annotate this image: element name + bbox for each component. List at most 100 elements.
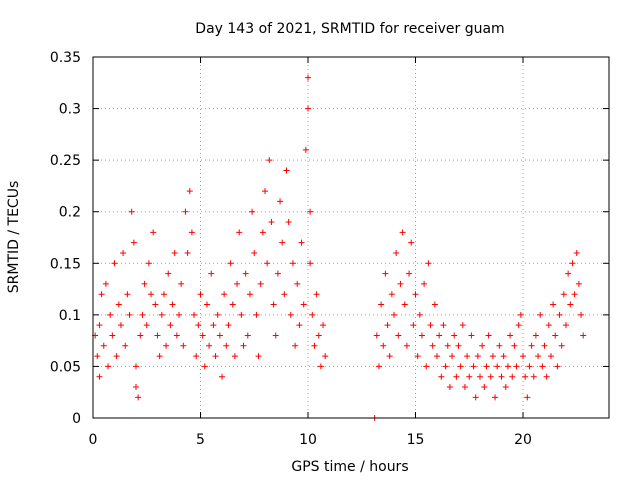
data-point [283,167,290,174]
data-point [229,301,236,308]
data-point [287,311,294,318]
data-point [156,353,163,360]
data-point [440,322,447,329]
data-point [96,373,103,380]
data-point [461,384,468,391]
data-point [468,332,475,339]
data-point [266,157,273,164]
data-point [302,146,309,153]
data-point [167,322,174,329]
data-point [541,342,548,349]
y-tick-label: 0.3 [59,102,81,118]
data-point [513,363,520,370]
x-tick-label: 10 [299,432,317,448]
data-point [502,384,509,391]
data-point [492,394,499,401]
data-point [444,342,451,349]
data-point [264,260,271,267]
data-point [294,280,301,287]
data-point [457,363,464,370]
data-point [504,363,511,370]
data-point [107,311,114,318]
data-point [391,311,397,318]
data-point [498,373,505,380]
data-point [206,342,213,349]
data-point [442,363,449,370]
data-point [449,353,456,360]
data-point [253,311,260,318]
data-points [92,74,587,421]
data-point [560,291,567,298]
data-point [550,301,557,308]
data-point [520,353,526,360]
data-point [459,322,466,329]
data-point [305,74,311,81]
data-point [474,353,481,360]
data-point [483,363,490,370]
data-point [421,280,428,287]
data-point [573,249,580,256]
data-point [489,353,496,360]
data-point [393,249,400,256]
data-point [477,373,483,380]
data-point [571,291,578,298]
data-point [109,332,116,339]
data-point [203,301,210,308]
data-point [257,280,264,287]
data-point [208,270,215,277]
data-point [193,353,200,360]
data-point [509,373,516,380]
data-point [281,291,288,298]
data-point [270,301,277,308]
data-point [128,208,135,215]
y-tick-labels: 0 0.05 0.1 0.15 0.2 0.25 0.3 0.35 [50,50,81,427]
data-point [137,332,144,339]
data-point [309,311,316,318]
data-point [154,332,161,339]
data-point [399,229,406,236]
data-point [485,332,492,339]
data-point [507,332,514,339]
data-point [373,332,380,339]
data-point [406,270,413,277]
data-point [487,373,494,380]
data-point [249,208,256,215]
data-point [272,332,279,339]
y-tick-label: 0.2 [59,205,81,221]
data-point [289,260,296,267]
data-point [453,373,460,380]
y-tick-label: 0.1 [59,308,81,324]
data-point [169,301,176,308]
y-axis-label: SRMTID / TECUs [6,181,22,294]
data-point [307,208,314,215]
data-point [102,280,109,287]
data-point [141,280,148,287]
data-point [438,373,445,380]
data-point [317,363,324,370]
data-point [494,363,501,370]
data-point [113,353,120,360]
data-point [199,332,206,339]
data-point [511,342,518,349]
data-point [238,311,245,318]
data-point [311,342,318,349]
data-point [221,291,228,298]
data-point [296,322,303,329]
data-point [307,260,314,267]
y-tick-label: 0.25 [50,153,81,169]
data-point [143,322,150,329]
data-point [500,353,507,360]
data-point [285,219,292,226]
data-point [472,394,479,401]
data-point [225,322,232,329]
data-point [320,322,327,329]
data-point [94,353,101,360]
data-point [158,311,165,318]
data-point [423,363,430,370]
x-tick-label: 15 [407,432,425,448]
data-point [234,280,241,287]
data-point [380,342,387,349]
data-point [176,311,182,318]
data-point [180,342,187,349]
